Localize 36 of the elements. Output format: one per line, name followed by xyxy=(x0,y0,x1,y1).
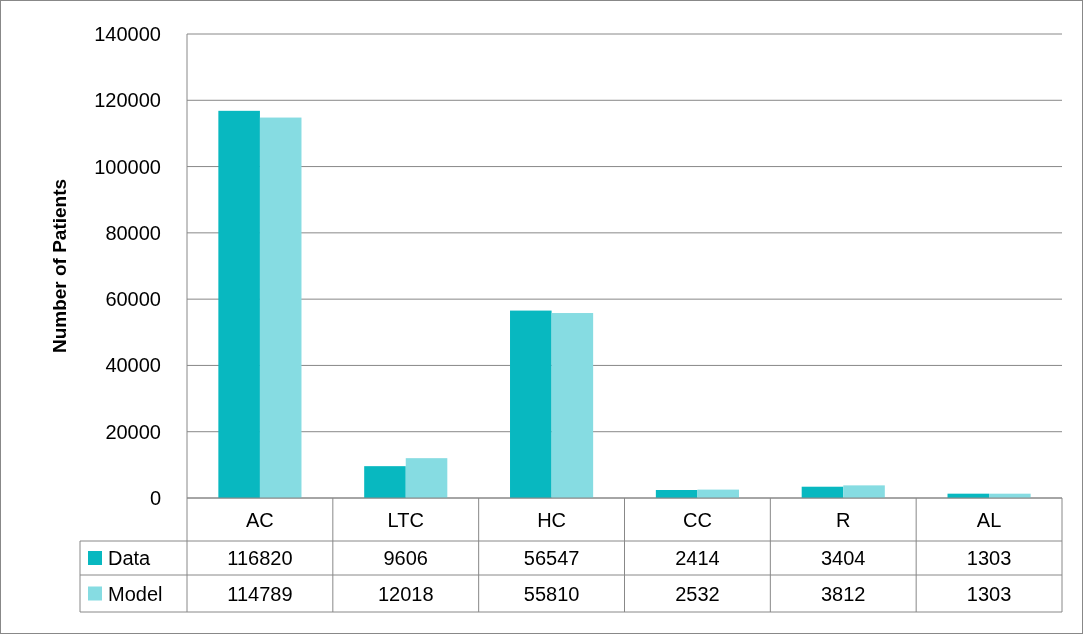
x-tick-label: HC xyxy=(537,508,567,531)
bar xyxy=(551,313,594,498)
y-tick-label: 80000 xyxy=(105,221,161,244)
x-tick-label: CC xyxy=(682,508,712,531)
data-label: 114789 xyxy=(227,582,293,605)
legend-label: Model xyxy=(108,582,163,605)
bar xyxy=(259,117,302,498)
x-tick-label: AL xyxy=(976,508,1002,531)
data-label: 12018 xyxy=(377,582,434,605)
y-tick-label: 0 xyxy=(149,487,161,509)
data-label: 3404 xyxy=(821,547,866,569)
bar xyxy=(405,458,448,498)
data-label: 1303 xyxy=(966,582,1012,605)
x-tick-label: R xyxy=(836,508,851,531)
x-tick-label: AC xyxy=(246,508,274,531)
x-tick-label: LTC xyxy=(387,508,424,531)
bar xyxy=(510,310,552,498)
y-tick-label: 100000 xyxy=(94,155,161,178)
data-label: 116820 xyxy=(227,547,293,569)
y-tick-label: 40000 xyxy=(105,354,161,377)
bar xyxy=(364,466,406,498)
y-tick-label: 20000 xyxy=(105,420,161,443)
data-label: 56547 xyxy=(523,547,580,569)
data-label: 55810 xyxy=(523,582,580,605)
data-label: 2414 xyxy=(675,547,720,569)
data-label: 2532 xyxy=(675,582,720,605)
y-tick-label: 120000 xyxy=(94,89,161,112)
data-label: 1303 xyxy=(966,547,1012,569)
bar xyxy=(843,485,885,498)
data-label: 9606 xyxy=(383,547,428,569)
y-axis-title: Number of Patients xyxy=(49,178,70,354)
data-label: 3812 xyxy=(821,582,866,605)
bar xyxy=(218,110,260,498)
legend-label: Data xyxy=(108,547,152,569)
y-tick-label: 140000 xyxy=(94,23,161,45)
y-tick-label: 60000 xyxy=(105,288,161,311)
